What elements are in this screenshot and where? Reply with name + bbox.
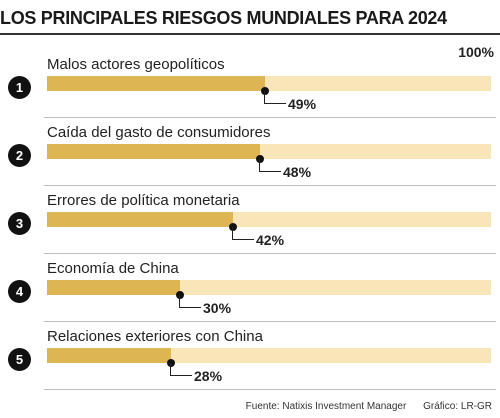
- bar-fill: [47, 144, 260, 159]
- bar-row: 4 Economía de China 30%: [0, 254, 500, 322]
- bar-row: 5 Relaciones exteriores con China 28%: [0, 322, 500, 390]
- marker-dot: [167, 359, 175, 367]
- bar-row: 2 Caída del gasto de consumidores 48%: [0, 118, 500, 186]
- category-label: Caída del gasto de consumidores: [47, 124, 271, 141]
- value-label: 42%: [256, 232, 285, 248]
- leader-line-vertical: [170, 363, 171, 376]
- bar-fill: [47, 76, 265, 91]
- value-label: 30%: [203, 300, 232, 316]
- category-label: Malos actores geopolíticos: [47, 56, 225, 73]
- leader-line-horizontal: [232, 239, 254, 240]
- value-label: 48%: [283, 164, 312, 180]
- value-label: 49%: [288, 96, 317, 112]
- rank-badge: 5: [8, 348, 31, 371]
- chart-footer: Fuente: Natixis Investment Manager Gráfi…: [246, 401, 492, 412]
- leader-line-horizontal: [264, 103, 286, 104]
- category-label: Errores de política monetaria: [47, 192, 240, 209]
- bar-track: 48%: [47, 144, 491, 180]
- bar-track: 28%: [47, 348, 491, 384]
- bar-fill: [47, 212, 233, 227]
- bar-track: 30%: [47, 280, 491, 316]
- title-divider: [0, 33, 500, 35]
- chart-title: LOS PRINCIPALES RIESGOS MUNDIALES PARA 2…: [0, 8, 447, 28]
- row-divider: [44, 253, 496, 254]
- rank-badge: 1: [8, 76, 31, 99]
- rank-badge: 3: [8, 212, 31, 235]
- leader-line-horizontal: [170, 375, 192, 376]
- bar-fill: [47, 280, 180, 295]
- category-label: Relaciones exteriores con China: [47, 328, 263, 345]
- leader-line-horizontal: [259, 171, 281, 172]
- category-label: Economía de China: [47, 260, 179, 277]
- marker-dot: [256, 155, 264, 163]
- bar-track: 49%: [47, 76, 491, 112]
- credit-text: Gráfico: LR-GR: [423, 401, 492, 412]
- scale-max-label: 100%: [458, 44, 494, 60]
- leader-line-horizontal: [179, 307, 201, 308]
- rank-badge: 2: [8, 144, 31, 167]
- rank-badge: 4: [8, 280, 31, 303]
- marker-dot: [176, 291, 184, 299]
- row-divider: [44, 185, 496, 186]
- leader-line-vertical: [232, 227, 233, 240]
- bar-row: 1 Malos actores geopolíticos 49%: [0, 50, 500, 118]
- row-divider: [44, 117, 496, 118]
- bar-fill: [47, 348, 171, 363]
- row-divider: [44, 321, 496, 322]
- value-label: 28%: [194, 368, 223, 384]
- row-divider: [44, 389, 496, 390]
- leader-line-vertical: [259, 159, 260, 172]
- marker-dot: [261, 87, 269, 95]
- source-text: Fuente: Natixis Investment Manager: [245, 401, 407, 412]
- bar-track: 42%: [47, 212, 491, 248]
- leader-line-vertical: [264, 91, 265, 104]
- marker-dot: [229, 223, 237, 231]
- leader-line-vertical: [179, 295, 180, 308]
- bar-row: 3 Errores de política monetaria 42%: [0, 186, 500, 254]
